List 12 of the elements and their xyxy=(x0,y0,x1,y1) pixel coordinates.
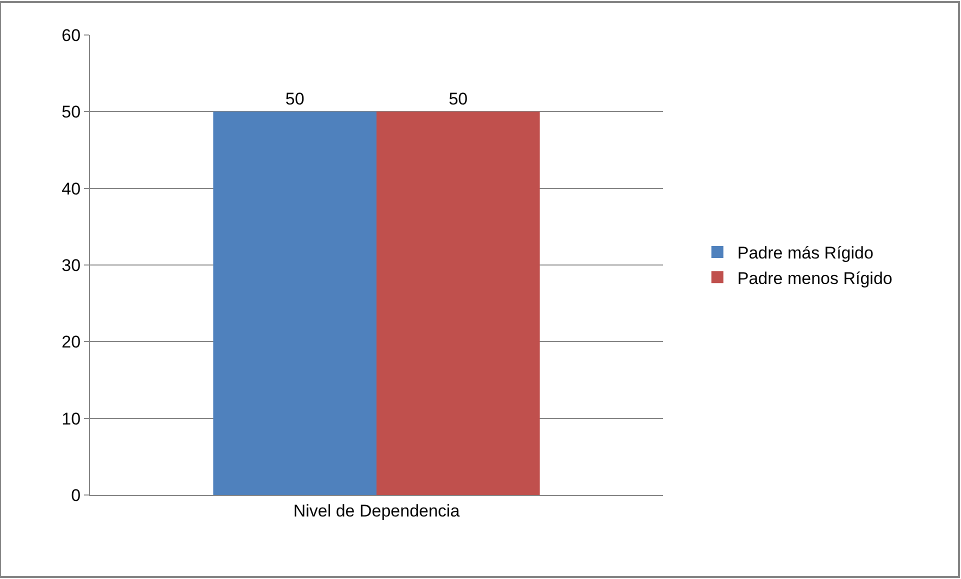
x-tick-label: Nivel de Dependencia xyxy=(293,501,460,520)
data-label: 50 xyxy=(285,90,304,109)
y-tick-label: 30 xyxy=(62,256,81,275)
legend-label: Padre menos Rígido xyxy=(737,268,892,288)
y-tick-label: 60 xyxy=(62,26,81,45)
y-tick-label: 10 xyxy=(62,409,81,428)
data-label: 50 xyxy=(448,90,468,109)
y-tick-label: 0 xyxy=(71,486,81,505)
legend-label: Padre más Rígido xyxy=(737,244,874,263)
y-tick-label: 40 xyxy=(62,179,81,198)
y-tick-label: 50 xyxy=(62,102,81,122)
y-tick-label: 20 xyxy=(62,332,81,352)
